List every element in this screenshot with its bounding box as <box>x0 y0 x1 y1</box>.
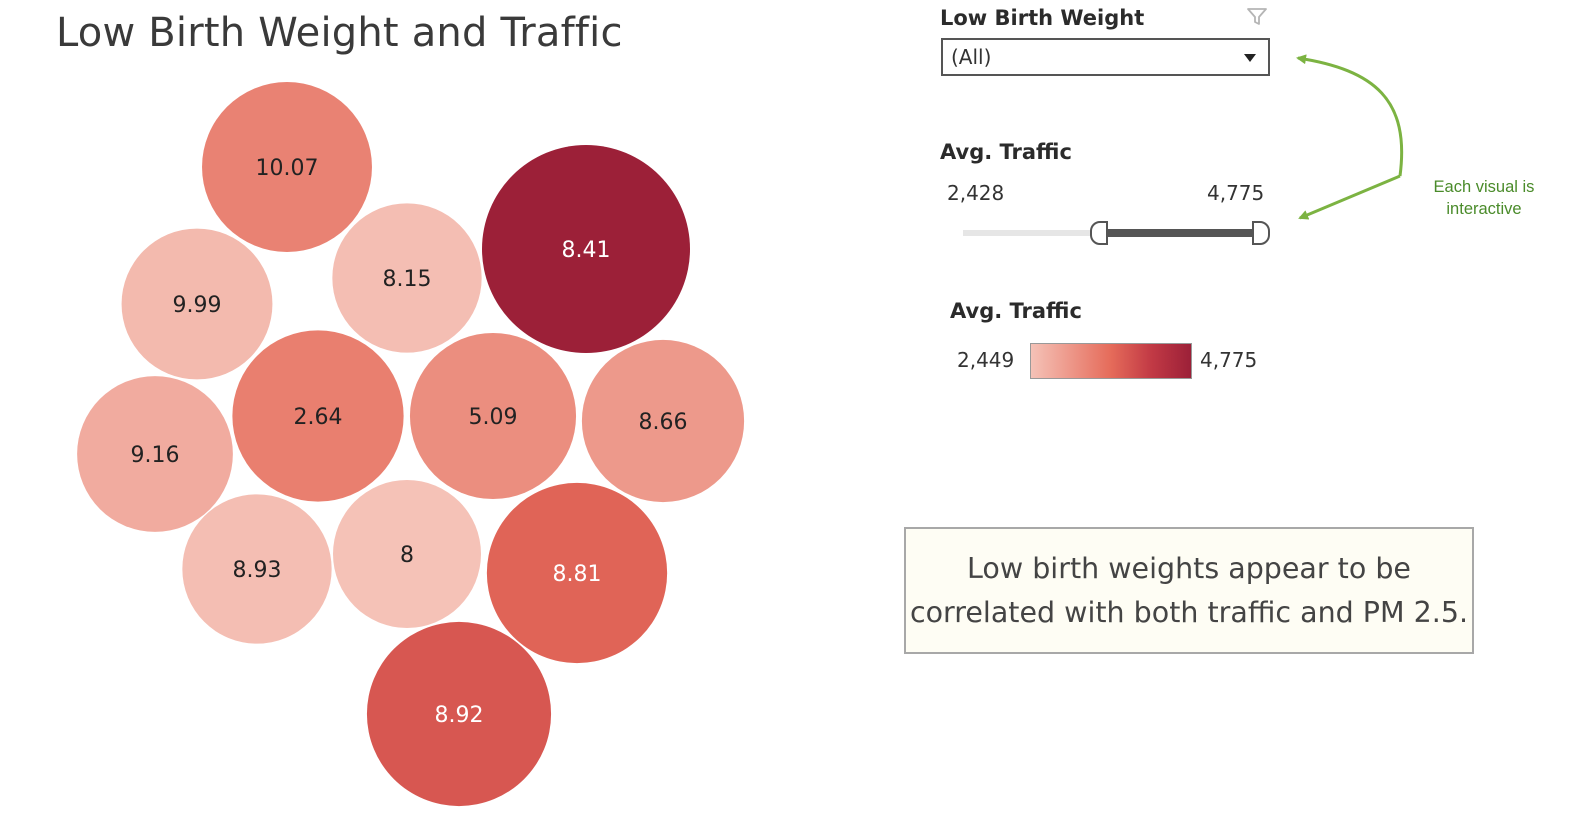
funnel-icon[interactable] <box>1245 6 1269 28</box>
chart-title: Low Birth Weight and Traffic <box>56 10 623 56</box>
dropdown-selected-value: (All) <box>951 45 992 69</box>
bubble-label: 5.09 <box>469 405 518 430</box>
filter-label: Low Birth Weight <box>940 6 1145 30</box>
slider-min-value: 2,428 <box>947 181 1005 205</box>
bubble-circle[interactable] <box>202 82 372 252</box>
bubble-circle[interactable] <box>232 330 404 502</box>
bubble-label: 8.66 <box>639 410 688 435</box>
annotation-arrow-to-slider <box>1298 174 1401 220</box>
bubble-circle[interactable] <box>332 203 482 353</box>
slider-selected-range[interactable] <box>1100 229 1258 237</box>
insight-note-text: Low birth weights appear to be correlate… <box>909 551 1469 629</box>
bubble-label: 8.15 <box>383 267 432 292</box>
bubble-3[interactable]: 8.15 <box>332 203 482 353</box>
color-legend-max: 4,775 <box>1200 348 1258 372</box>
bubble-circle[interactable] <box>182 494 332 644</box>
color-legend-gradient <box>1030 343 1192 379</box>
bubble-8[interactable]: 9.16 <box>77 376 233 532</box>
bubble-2[interactable]: 8.41 <box>482 145 690 353</box>
bubble-label: 8.92 <box>435 703 484 728</box>
bubble-chart: 10.07 8.41 8.15 9.99 2.64 5.09 8.66 9.16 8.93 8 8.… <box>77 82 745 807</box>
bubble-label: 2.64 <box>294 405 343 430</box>
color-legend-label: Avg. Traffic <box>950 299 1082 323</box>
bubble-12[interactable]: 8.92 <box>366 621 552 807</box>
bubble-label: 8.41 <box>562 238 611 263</box>
caret-down-icon <box>1244 54 1256 62</box>
bubble-label: 8.81 <box>553 562 602 587</box>
bubble-circle[interactable] <box>333 480 481 628</box>
annotation-text: Each visual is interactive <box>1433 178 1535 218</box>
bubble-label: 8.93 <box>233 558 282 583</box>
bubble-circle[interactable] <box>486 482 668 664</box>
bubble-circle[interactable] <box>121 228 273 380</box>
bubble-10[interactable]: 8 <box>333 480 481 628</box>
color-legend-min: 2,449 <box>957 348 1015 372</box>
annotation-arrow-to-dropdown <box>1296 54 1404 177</box>
slider-max-value: 4,775 <box>1207 181 1265 205</box>
bubble-circle[interactable] <box>77 376 233 532</box>
bubble-circle[interactable] <box>409 332 577 500</box>
slider-right-handle[interactable] <box>1252 221 1270 245</box>
bubble-label: 9.16 <box>131 443 180 468</box>
bubble-label: 9.99 <box>173 293 222 318</box>
insight-note: Low birth weights appear to be correlate… <box>904 527 1474 654</box>
slider-label: Avg. Traffic <box>940 140 1072 164</box>
bubble-circle[interactable] <box>581 339 745 503</box>
bubble-7[interactable]: 8.66 <box>581 339 745 503</box>
bubble-6[interactable]: 5.09 <box>409 332 577 500</box>
bubble-label: 8 <box>400 543 414 568</box>
bubble-5[interactable]: 2.64 <box>232 330 404 502</box>
bubble-4[interactable]: 9.99 <box>121 228 273 380</box>
bubble-1[interactable]: 10.07 <box>202 82 372 252</box>
bubble-9[interactable]: 8.93 <box>182 494 332 644</box>
low-birth-weight-dropdown[interactable]: (All) <box>941 38 1270 76</box>
slider-left-handle[interactable] <box>1090 221 1108 245</box>
bubble-circle[interactable] <box>482 145 690 353</box>
bubble-circle[interactable] <box>366 621 552 807</box>
bubble-11[interactable]: 8.81 <box>486 482 668 664</box>
bubble-label: 10.07 <box>256 156 319 181</box>
